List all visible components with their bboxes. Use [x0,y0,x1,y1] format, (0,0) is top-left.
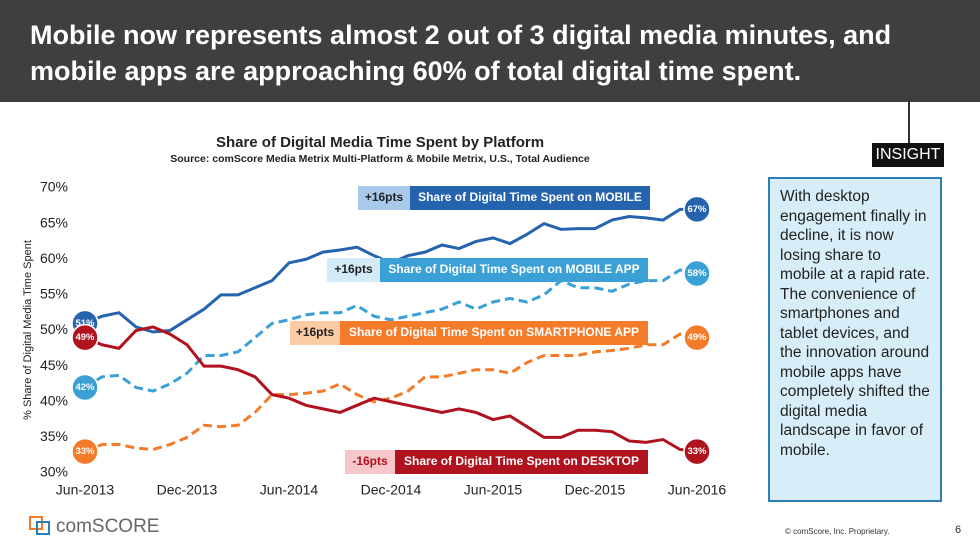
connector [908,100,910,144]
x-tick-label: Dec-2013 [157,482,218,498]
point-marker [683,259,711,288]
insight-tag: INSIGHT [872,143,944,167]
y-tick-label: 40% [40,392,68,408]
insight-text: With desktop engagement finally in decli… [780,188,930,459]
legend-box [340,321,648,345]
y-tick-label: 35% [40,428,68,444]
y-tick-label: 50% [40,321,68,337]
insight-box: With desktop engagement finally in decli… [768,177,942,502]
change-box [327,258,380,282]
change-label: +16pts [365,190,404,204]
y-tick-label: 65% [40,214,68,230]
change-label: +16pts [334,262,373,276]
change-label: -16pts [352,454,388,468]
point-marker [683,195,711,224]
header-title: mobile apps are approaching 60% of total… [30,56,802,86]
change-box [345,450,395,474]
legend-box [395,450,648,474]
data-label: 51% [75,318,95,329]
x-tick-label: Dec-2015 [565,482,626,498]
point-marker [683,323,711,352]
legend-label: Share of Digital Time Spent on MOBILE [418,190,642,204]
chart-subtitle: Source: comScore Media Metrix Multi-Plat… [170,153,590,165]
y-tick-label: 55% [40,286,68,302]
header-title: Mobile now represents almost 2 out of 3 … [30,20,892,50]
y-tick-label: 45% [40,357,68,373]
x-tick-label: Dec-2014 [361,482,422,498]
point-marker [71,373,99,402]
data-label: 33% [687,446,707,457]
y-tick-label: 70% [40,179,68,195]
logo-mark [36,521,50,535]
change-label: +16pts [296,325,335,339]
change-box [358,186,410,210]
y-axis-label: % Share of Digital Media Time Spent [22,240,34,420]
point-marker [683,437,711,466]
legend-box [410,186,650,210]
data-label: 33% [75,446,95,457]
data-label: 58% [687,268,707,279]
header: Mobile now represents almost 2 out of 3 … [0,0,980,102]
legend-label: Share of Digital Time Spent on SMARTPHON… [349,325,639,339]
x-tick-label: Jun-2016 [668,482,727,498]
x-tick-label: Jun-2015 [464,482,523,498]
x-tick-label: Jun-2014 [260,482,319,498]
data-label: 49% [75,332,95,343]
data-label: 42% [75,382,95,393]
change-box [290,321,340,345]
series-line [84,325,698,454]
series-line [84,332,698,454]
legend-label: Share of Digital Time Spent on DESKTOP [404,454,639,468]
page-number: 6 [955,524,961,536]
legend-box [380,258,648,282]
y-tick-label: 60% [40,250,68,266]
copyright: © comScore, Inc. Proprietary. [785,527,889,536]
point-marker [71,323,99,352]
chart-title: Share of Digital Media Time Spent by Pla… [216,134,544,151]
logo-text: comSCORE [56,516,159,537]
y-tick-label: 30% [40,464,68,480]
series-line [84,268,698,393]
legend-label: Share of Digital Time Spent on MOBILE AP… [388,262,639,276]
data-label: 67% [687,204,707,215]
point-marker [71,437,99,466]
data-label: 49% [687,332,707,343]
x-tick-label: Jun-2013 [56,482,115,498]
